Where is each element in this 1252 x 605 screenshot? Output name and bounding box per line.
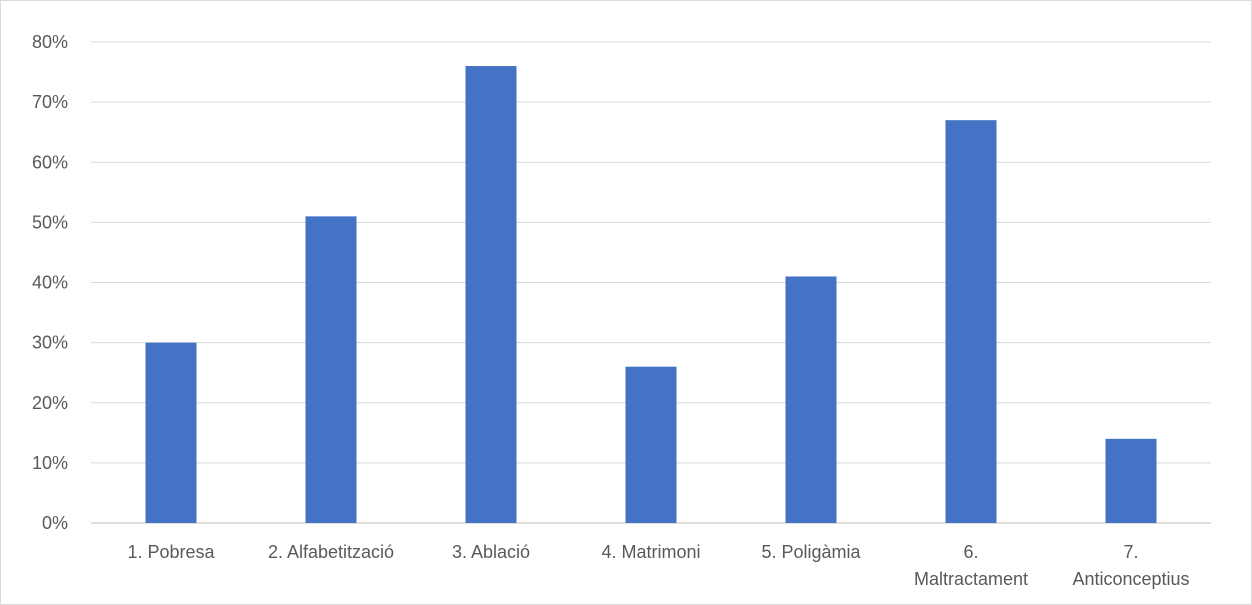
bar [145,342,197,523]
y-tick-label: 40% [32,273,68,293]
bar [465,66,517,524]
bars [145,66,1157,524]
bar [785,276,837,523]
bar [625,366,677,523]
x-category-label: 3. Ablació [452,542,530,562]
x-category-label: 4. Matrimoni [601,542,700,562]
y-axis-ticks: 0% 10% 20% 30% 40% 50% 60% 70% 80% [32,32,68,533]
y-tick-label: 20% [32,393,68,413]
y-tick-label: 80% [32,32,68,52]
y-tick-label: 0% [42,513,68,533]
x-axis-labels: 1. Pobresa 2. Alfabetització 3. Ablació 4. … [127,542,1189,589]
y-tick-label: 10% [32,453,68,473]
bar [305,216,357,524]
x-category-label: 2. Alfabetització [268,542,394,562]
x-category-label: 7. Anticonceptius [1072,542,1189,589]
x-category-label: 5. Poligàmia [761,542,861,562]
y-tick-label: 60% [32,152,68,172]
y-tick-label: 70% [32,92,68,112]
y-tick-label: 30% [32,333,68,353]
y-tick-label: 50% [32,212,68,232]
gridlines [91,41,1211,524]
bar [945,120,997,523]
bar [1105,438,1157,523]
x-category-label: 6. Maltractament [914,542,1028,589]
x-category-label: 1. Pobresa [127,542,215,562]
